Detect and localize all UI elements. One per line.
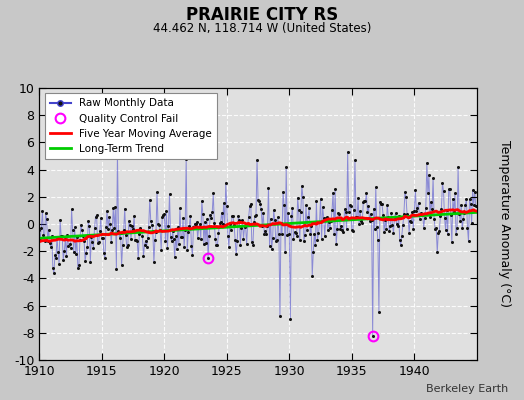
Text: Berkeley Earth: Berkeley Earth — [426, 384, 508, 394]
Legend: Raw Monthly Data, Quality Control Fail, Five Year Moving Average, Long-Term Tren: Raw Monthly Data, Quality Control Fail, … — [45, 93, 217, 159]
Y-axis label: Temperature Anomaly (°C): Temperature Anomaly (°C) — [498, 140, 511, 308]
Text: 44.462 N, 118.714 W (United States): 44.462 N, 118.714 W (United States) — [153, 22, 371, 35]
Text: PRAIRIE CITY RS: PRAIRIE CITY RS — [186, 6, 338, 24]
